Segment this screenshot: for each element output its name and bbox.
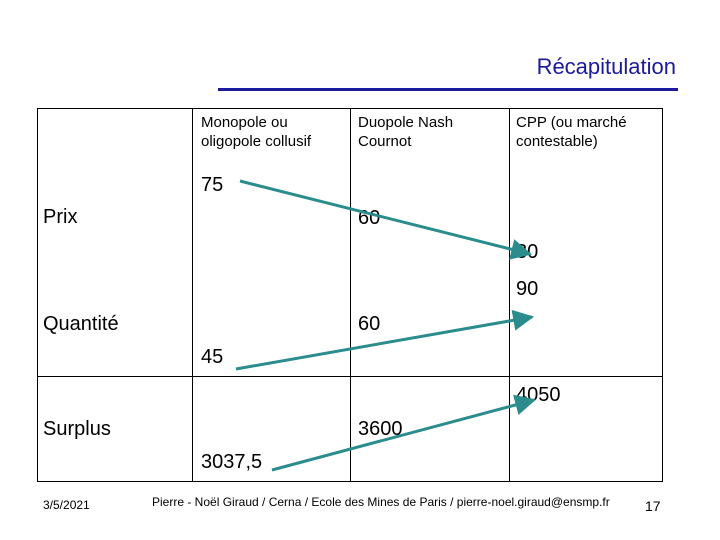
surplus-monopole-value: 3037,5 [201, 451, 263, 473]
column-divider [509, 108, 510, 482]
row-label-quantite: Quantité [43, 313, 119, 335]
column-divider [192, 108, 193, 482]
slide-title: Récapitulation [536, 54, 676, 79]
quantite-trend-arrow [235, 309, 535, 371]
prix-trend-arrow [239, 179, 533, 260]
surplus-trend-arrow [271, 394, 537, 472]
column-header-monopole: Monopole ou oligopole collusif [201, 114, 312, 150]
column-header-duopole: Duopole Nash Cournot [358, 114, 454, 150]
row-label-prix: Prix [43, 206, 78, 228]
quantite-cpp-value: 90 [516, 278, 539, 300]
column-divider [350, 108, 351, 482]
footer-date: 3/5/2021 [43, 498, 90, 512]
page-number: 17 [645, 498, 661, 514]
quantite-duopole-value: 60 [358, 313, 381, 335]
surplus-duopole-value: 3600 [358, 418, 403, 440]
row-label-surplus: Surplus [43, 418, 111, 440]
column-header-cpp: CPP (ou marché contestable) [516, 114, 627, 150]
title-underline [218, 88, 678, 91]
quantite-monopole-value: 45 [201, 346, 224, 368]
row-divider [37, 376, 663, 377]
prix-monopole-value: 75 [201, 174, 224, 196]
footer-credit: Pierre - Noël Giraud / Cerna / Ecole des… [152, 495, 610, 509]
